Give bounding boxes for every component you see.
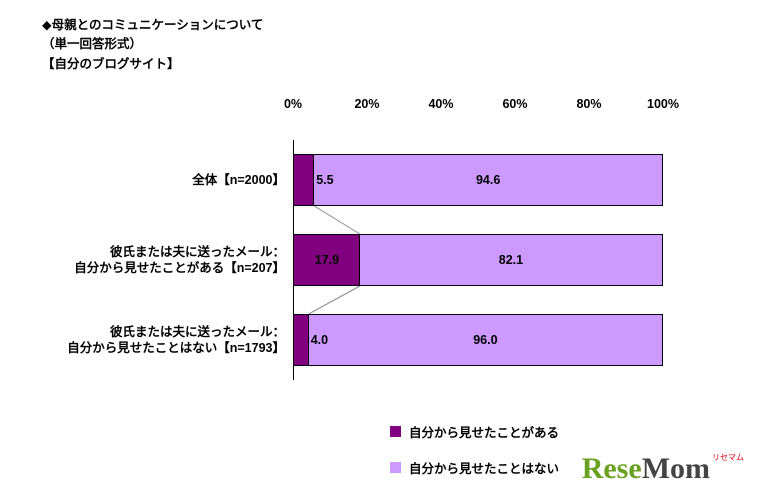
resemom-logo-mom: Mom: [641, 452, 710, 485]
chart-title-line-1: ◆母親とのコミュニケーションについて: [42, 18, 264, 32]
resemom-logo-kana: リセマム: [712, 453, 744, 462]
x-axis-tick-label: 80%: [576, 97, 602, 111]
bar-segment-not-shown: [308, 315, 662, 365]
category-label: 全体【n=2000】: [192, 173, 285, 187]
resemom-logo: ReseMom リセマム: [582, 454, 744, 484]
legend-label-not-shown: 自分から見せたことはない: [409, 461, 560, 476]
x-axis-tick-label: 100%: [647, 97, 679, 111]
legend-label-shown: 自分から見せたことがある: [409, 425, 560, 440]
legend-swatch-shown-icon: [390, 425, 401, 437]
x-axis-tick-label: 60%: [502, 97, 528, 111]
chart-title-line-2: （単一回答形式）: [42, 37, 143, 52]
value-label-not-shown: 94.6: [475, 173, 501, 187]
legend-item-shown: 自分から見せたことがある: [390, 424, 560, 440]
x-axis-tick-label: 40%: [428, 97, 454, 111]
x-axis-labels: 0% 20% 40% 60% 80% 100%: [284, 97, 679, 113]
bar-segment-shown: [294, 155, 315, 205]
bar-row: 17.9 82.1: [293, 234, 663, 286]
category-label: 彼氏または夫に送ったメール： 自分から見せたことはない【n=1793】: [67, 325, 285, 355]
value-label-shown: 17.9: [314, 253, 340, 267]
bar-row: 4.0 96.0: [293, 314, 663, 366]
category-labels: 全体【n=2000】彼氏または夫に送ったメール： 自分から見せたことがある【n=2…: [0, 0, 285, 490]
x-axis-tick-label: 0%: [283, 97, 303, 111]
plot-area: 5.5 94.6 17.9 82.1 4.0 96.0: [293, 140, 663, 380]
bar-segment-shown: [294, 235, 360, 285]
value-label-shown: 5.5: [316, 173, 334, 187]
bar-segment-not-shown: [314, 155, 662, 205]
chart-title-line-3: 【自分のブログサイト】: [42, 56, 180, 71]
bar-row: 5.5 94.6: [293, 154, 663, 206]
value-label-not-shown: 96.0: [473, 333, 498, 347]
category-label: 彼氏または夫に送ったメール： 自分から見せたことがある【n=207】: [74, 245, 285, 275]
legend-swatch-not-shown-icon: [390, 461, 401, 473]
legend: 自分から見せたことがある 自分から見せたことはない: [390, 424, 559, 490]
chart-title: ◆母親とのコミュニケーションについて （単一回答形式） 【自分のブログサイト】: [42, 16, 263, 74]
legend-item-not-shown: 自分から見せたことはない: [390, 460, 560, 476]
resemom-logo-rese: Rese: [581, 452, 642, 485]
value-label-not-shown: 82.1: [498, 253, 524, 267]
bar-segment-shown: [294, 315, 309, 365]
bar-segment-not-shown: [359, 235, 662, 285]
value-label-shown: 4.0: [310, 333, 329, 347]
x-axis-tick-label: 20%: [354, 97, 380, 111]
